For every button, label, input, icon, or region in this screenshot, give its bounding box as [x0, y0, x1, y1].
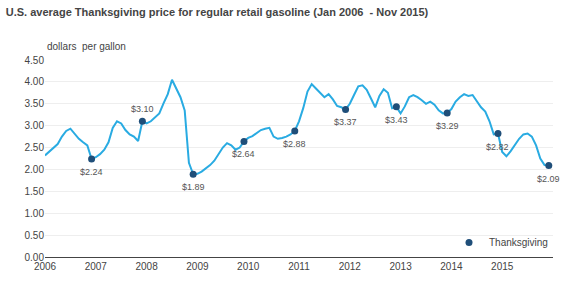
svg-text:U.S. average Thanksgiving pric: U.S. average Thanksgiving price for regu… [6, 6, 429, 18]
svg-text:3.00: 3.00 [25, 120, 45, 131]
svg-text:2.50: 2.50 [25, 142, 45, 153]
svg-text:$2.09: $2.09 [537, 174, 560, 184]
svg-text:2007: 2007 [85, 261, 108, 272]
svg-text:2015: 2015 [491, 261, 514, 272]
svg-text:0.00: 0.00 [25, 252, 45, 263]
svg-text:4.00: 4.00 [25, 76, 45, 87]
svg-text:2014: 2014 [440, 261, 463, 272]
svg-text:Thanksgiving: Thanksgiving [489, 237, 548, 248]
svg-text:2008: 2008 [135, 261, 158, 272]
svg-text:2006: 2006 [34, 261, 57, 272]
svg-text:4.50: 4.50 [25, 55, 45, 66]
svg-text:$2.88: $2.88 [283, 139, 306, 149]
svg-text:2011: 2011 [288, 261, 310, 272]
svg-text:$1.89: $1.89 [182, 182, 205, 192]
svg-text:0.50: 0.50 [25, 230, 45, 241]
svg-text:2010: 2010 [237, 261, 260, 272]
svg-text:$3.37: $3.37 [334, 117, 357, 127]
svg-text:$2.24: $2.24 [80, 167, 103, 177]
svg-text:$2.64: $2.64 [232, 149, 255, 159]
svg-text:3.50: 3.50 [25, 98, 45, 109]
svg-text:2.00: 2.00 [25, 164, 45, 175]
svg-text:1.50: 1.50 [25, 186, 45, 197]
svg-text:$3.43: $3.43 [385, 115, 408, 125]
svg-text:dollars per gallon: dollars per gallon [47, 41, 126, 52]
svg-text:2013: 2013 [389, 261, 412, 272]
svg-text:$2.82: $2.82 [486, 142, 509, 152]
svg-text:2012: 2012 [339, 261, 362, 272]
svg-text:2009: 2009 [186, 261, 209, 272]
svg-text:$3.29: $3.29 [436, 121, 459, 131]
svg-text:1.00: 1.00 [25, 208, 45, 219]
svg-text:$3.10: $3.10 [131, 104, 154, 114]
